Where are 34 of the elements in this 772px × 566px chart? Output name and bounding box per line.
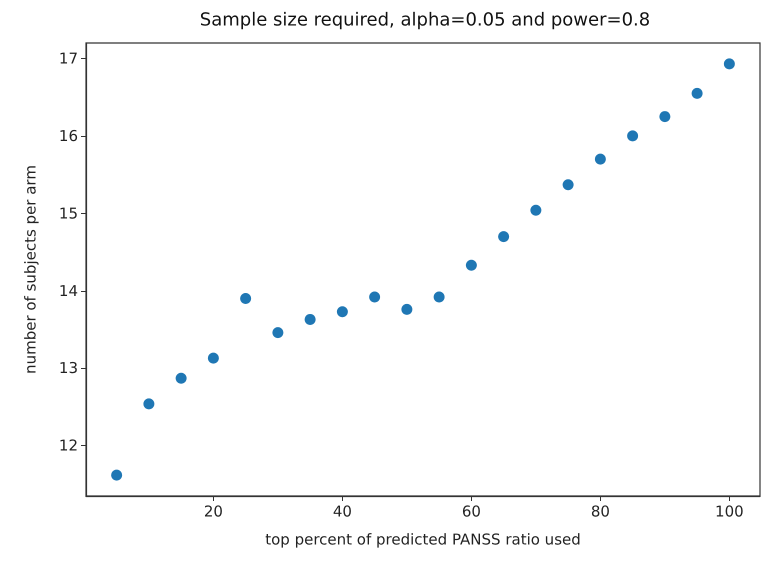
y-tick-label: 16 [58, 126, 78, 145]
point [659, 111, 670, 122]
x-tick-label: 100 [715, 502, 744, 520]
x-tick-label: 80 [590, 502, 610, 520]
point [692, 88, 703, 99]
point [304, 314, 316, 325]
point [434, 291, 445, 302]
point [240, 293, 252, 304]
point [272, 327, 284, 338]
point [208, 352, 219, 364]
point [562, 179, 574, 190]
point [401, 304, 412, 315]
point [530, 204, 542, 216]
point [466, 260, 477, 271]
point [724, 58, 735, 70]
point [594, 154, 606, 165]
chart-title: Sample size required, alpha=0.05 and power=0.8 [200, 10, 650, 30]
point [627, 130, 638, 142]
point [498, 231, 510, 242]
x-axis-title: top percent of predicted PANSS ratio used [265, 530, 581, 548]
y-tick-label: 12 [58, 436, 78, 455]
x-tick-label: 60 [462, 502, 481, 520]
point [176, 372, 187, 384]
x-tick-label: 20 [204, 502, 223, 520]
x-tick-label: 40 [332, 502, 352, 520]
point [369, 291, 380, 302]
y-tick-label: 17 [58, 49, 78, 68]
y-axis-title: number of subjects per arm [22, 165, 40, 374]
y-tick-label: 15 [58, 204, 78, 222]
y-tick-label: 14 [58, 282, 78, 300]
point [143, 398, 154, 410]
point [111, 470, 122, 481]
point [336, 306, 348, 318]
y-tick-label: 13 [58, 359, 78, 378]
